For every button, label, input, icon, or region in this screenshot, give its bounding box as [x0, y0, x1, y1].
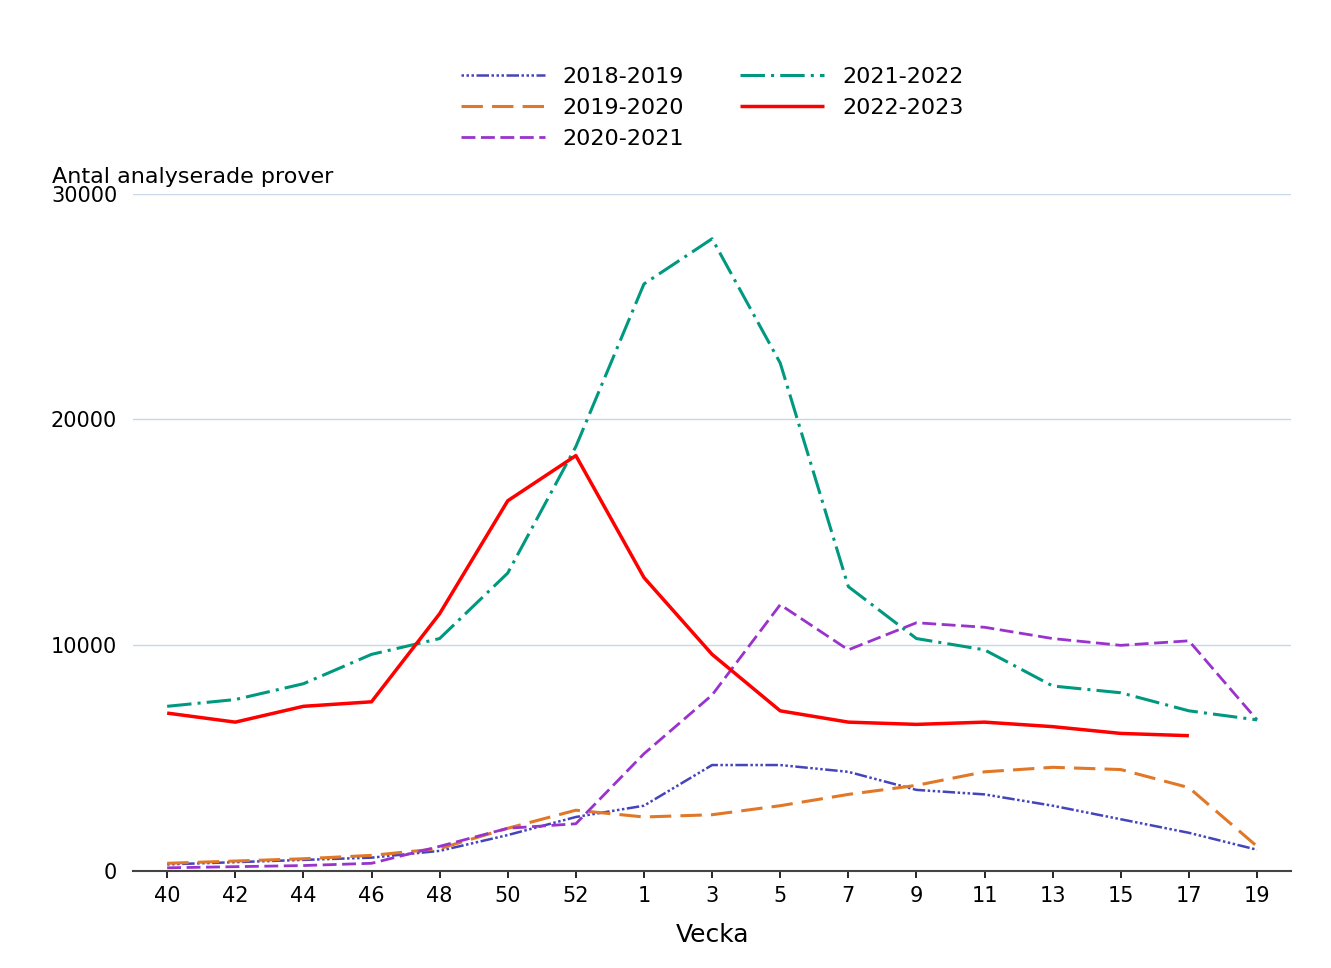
2020-2021 — [1248, 714, 1264, 726]
2019-2020 — [228, 856, 244, 867]
2019-2020 — [840, 789, 856, 801]
2022-2023 — [636, 572, 652, 584]
2019-2020 — [909, 779, 925, 791]
2018-2019 — [568, 811, 584, 823]
2021-2022 — [704, 233, 720, 245]
2019-2020 — [1113, 764, 1129, 775]
2021-2022 — [772, 357, 788, 369]
2020-2021 — [160, 862, 176, 873]
2019-2020 — [704, 809, 720, 821]
2022-2023 — [1045, 721, 1061, 733]
2019-2020 — [1045, 762, 1061, 773]
2020-2021 — [840, 644, 856, 655]
2019-2020 — [568, 804, 584, 816]
2018-2019 — [704, 759, 720, 771]
2018-2019 — [772, 759, 788, 771]
2022-2023 — [160, 708, 176, 719]
2021-2022 — [228, 694, 244, 706]
2020-2021 — [568, 818, 584, 830]
2020-2021 — [772, 599, 788, 611]
2021-2022 — [636, 278, 652, 289]
Line: 2020-2021: 2020-2021 — [168, 605, 1256, 867]
2021-2022 — [840, 581, 856, 592]
2019-2020 — [977, 766, 993, 777]
2020-2021 — [363, 858, 379, 869]
2020-2021 — [636, 748, 652, 760]
2021-2022 — [160, 701, 176, 712]
2019-2020 — [1181, 782, 1197, 794]
Line: 2022-2023: 2022-2023 — [168, 456, 1189, 736]
2019-2020 — [160, 858, 176, 869]
2018-2019 — [636, 800, 652, 811]
2021-2022 — [1248, 714, 1264, 726]
2022-2023 — [977, 716, 993, 728]
2018-2019 — [1181, 827, 1197, 838]
2018-2019 — [228, 857, 244, 868]
2022-2023 — [568, 450, 584, 462]
2021-2022 — [568, 440, 584, 452]
2021-2022 — [431, 633, 447, 645]
2020-2021 — [704, 689, 720, 701]
2018-2019 — [499, 830, 515, 841]
2022-2023 — [499, 495, 515, 506]
2018-2019 — [1248, 844, 1264, 856]
2020-2021 — [1113, 640, 1129, 651]
2022-2023 — [909, 718, 925, 730]
2018-2019 — [363, 852, 379, 863]
2021-2022 — [499, 567, 515, 579]
2020-2021 — [499, 823, 515, 834]
Line: 2019-2020: 2019-2020 — [168, 768, 1256, 863]
2019-2020 — [772, 800, 788, 811]
2018-2019 — [160, 859, 176, 870]
2020-2021 — [909, 617, 925, 628]
Legend: 2018-2019, 2019-2020, 2020-2021, 2021-2022, 2022-2023: 2018-2019, 2019-2020, 2020-2021, 2021-20… — [450, 55, 974, 160]
2018-2019 — [431, 845, 447, 857]
2020-2021 — [431, 840, 447, 852]
2019-2020 — [431, 843, 447, 855]
2021-2022 — [1181, 705, 1197, 716]
2021-2022 — [1045, 681, 1061, 692]
2020-2021 — [1181, 635, 1197, 647]
2022-2023 — [840, 716, 856, 728]
2021-2022 — [977, 644, 993, 655]
2022-2023 — [295, 701, 311, 712]
2018-2019 — [977, 789, 993, 801]
2019-2020 — [295, 853, 311, 864]
2021-2022 — [1113, 687, 1129, 699]
2021-2022 — [295, 678, 311, 689]
2021-2022 — [363, 649, 379, 660]
2022-2023 — [228, 716, 244, 728]
2020-2021 — [228, 861, 244, 872]
2022-2023 — [772, 705, 788, 716]
2020-2021 — [1045, 633, 1061, 645]
2022-2023 — [1113, 728, 1129, 740]
2022-2023 — [431, 608, 447, 620]
2019-2020 — [1248, 840, 1264, 852]
Line: 2021-2022: 2021-2022 — [168, 239, 1256, 720]
2021-2022 — [909, 633, 925, 645]
2018-2019 — [1113, 813, 1129, 825]
2020-2021 — [295, 860, 311, 871]
2020-2021 — [977, 621, 993, 633]
2018-2019 — [909, 784, 925, 796]
2022-2023 — [1181, 730, 1197, 741]
2018-2019 — [295, 854, 311, 865]
2018-2019 — [1045, 800, 1061, 811]
Line: 2018-2019: 2018-2019 — [168, 765, 1256, 864]
2022-2023 — [704, 649, 720, 660]
2019-2020 — [363, 850, 379, 862]
2019-2020 — [636, 811, 652, 823]
2022-2023 — [363, 696, 379, 708]
Text: Antal analyserade prover: Antal analyserade prover — [52, 166, 334, 187]
2018-2019 — [840, 766, 856, 777]
X-axis label: Vecka: Vecka — [675, 923, 749, 947]
2019-2020 — [499, 823, 515, 834]
